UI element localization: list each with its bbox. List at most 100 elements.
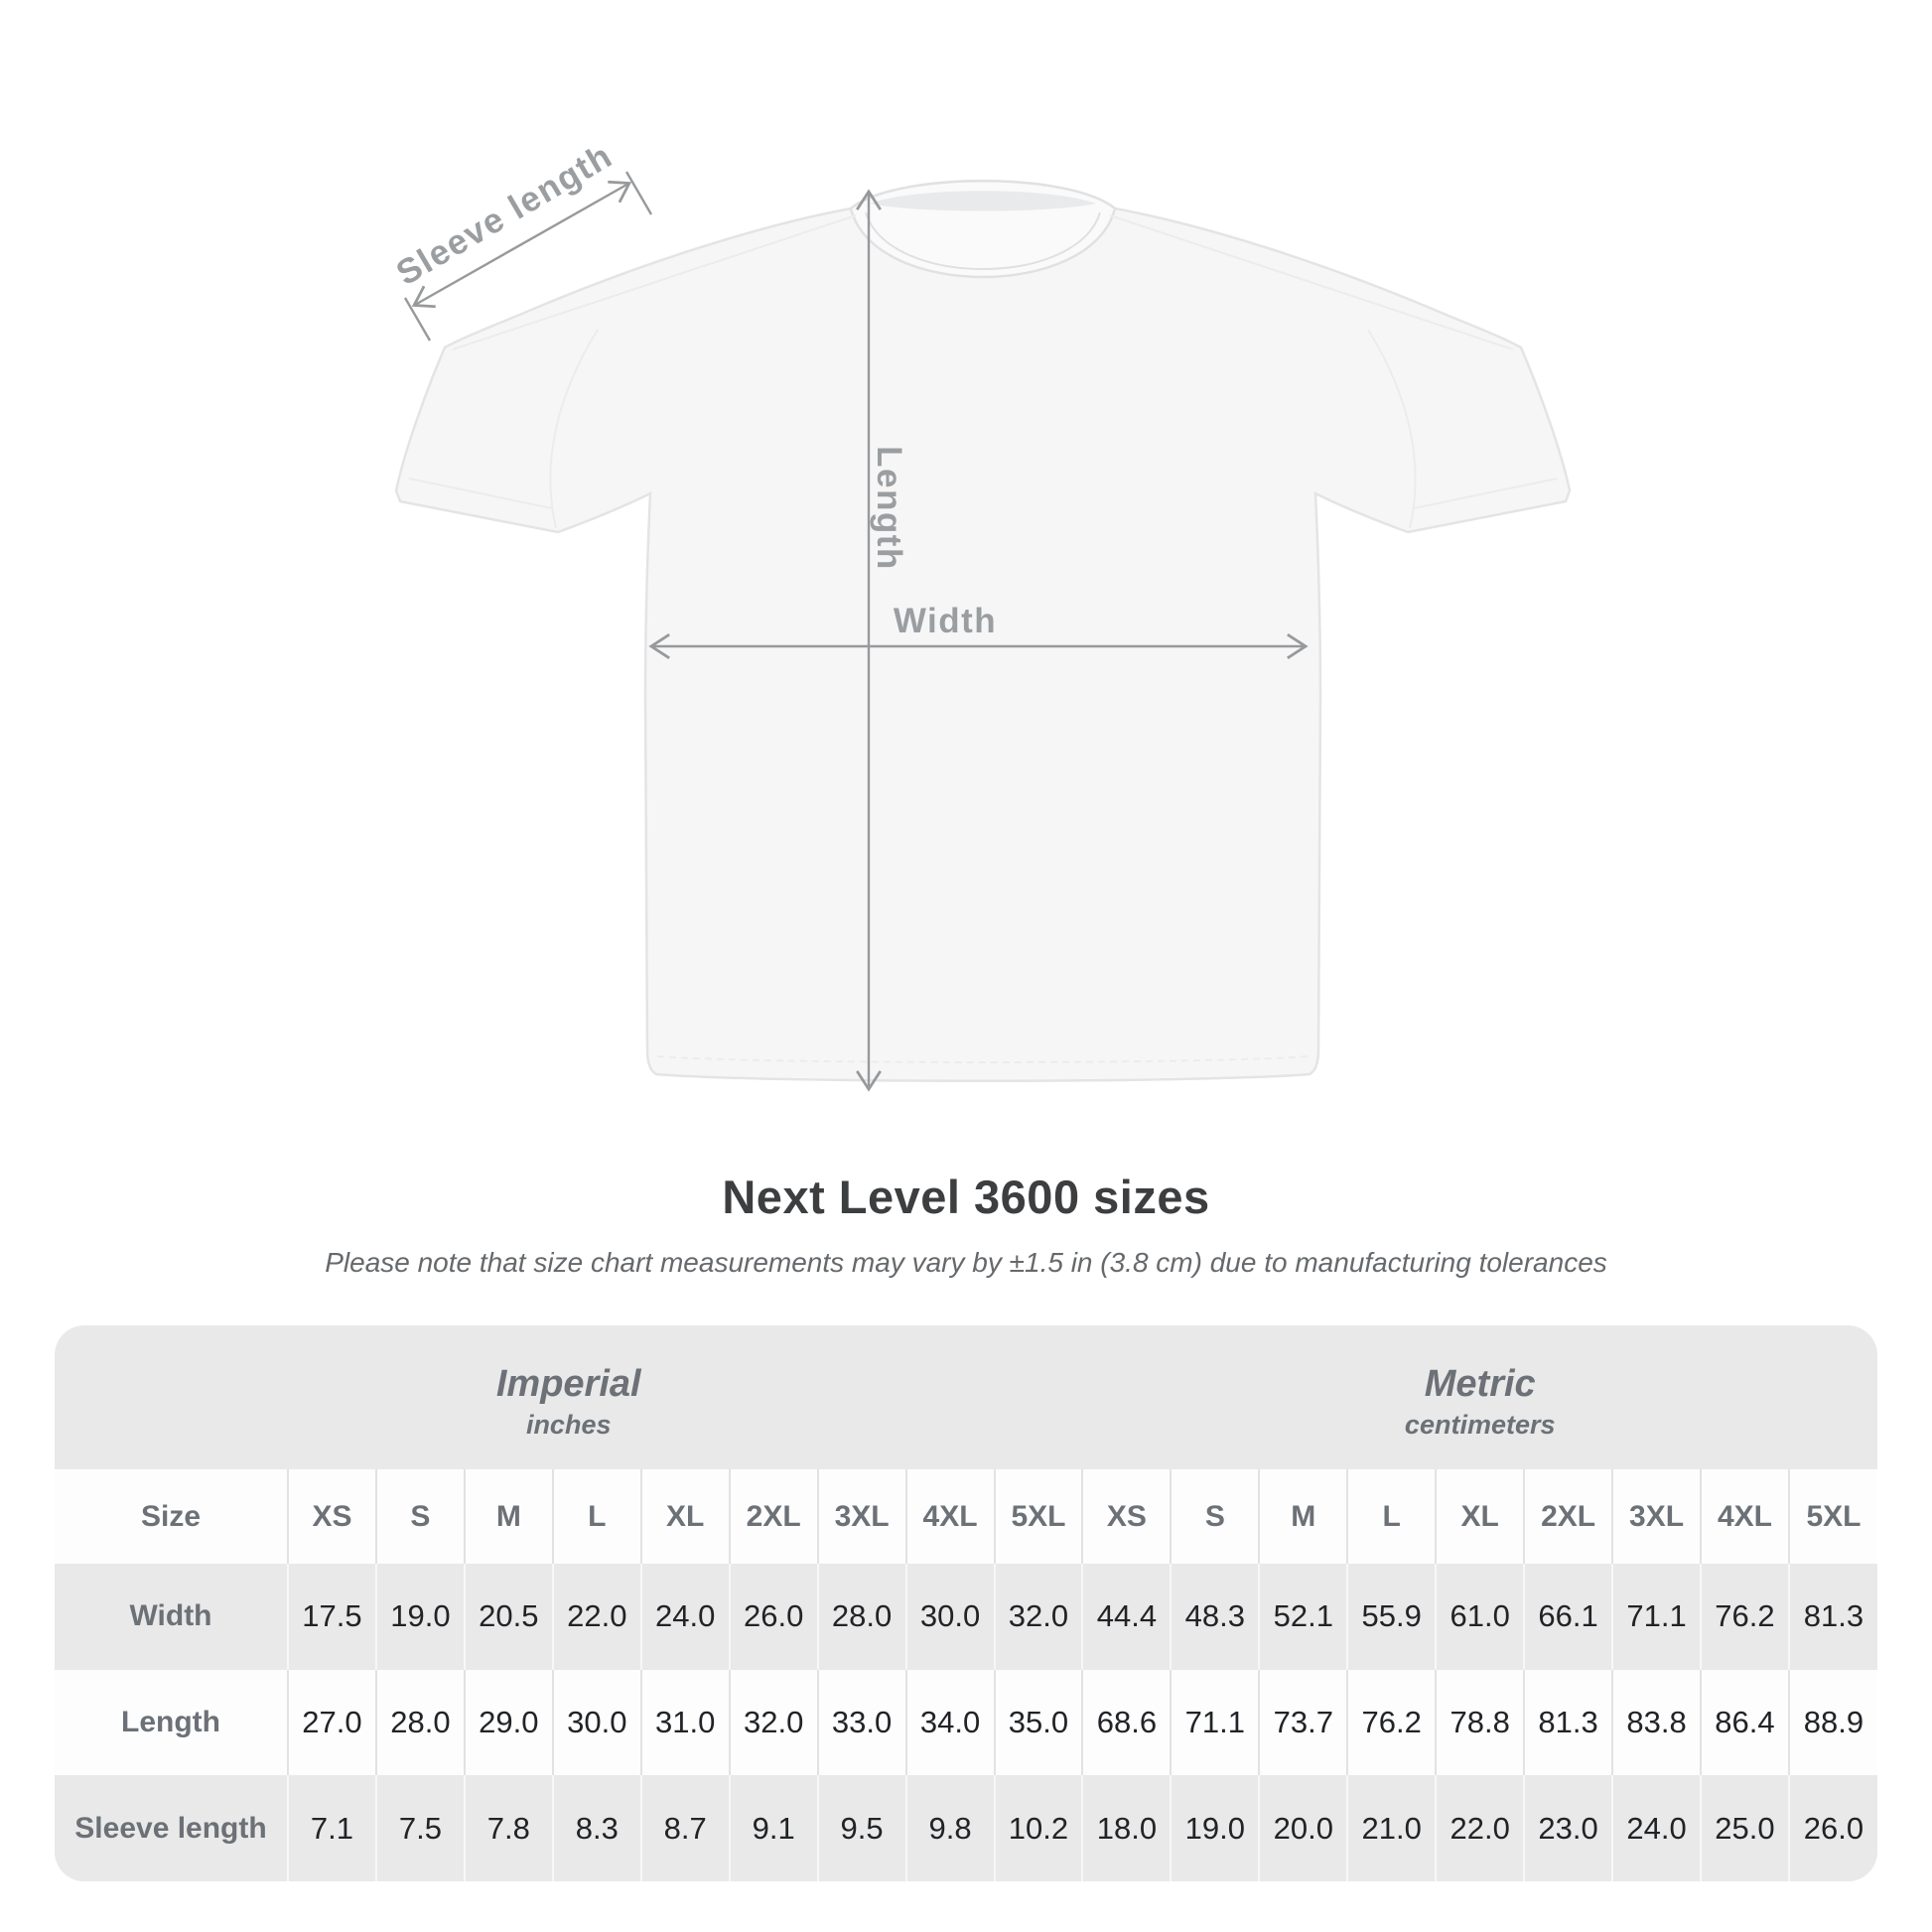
size-header-metric-2xl: 2XL [1523, 1469, 1613, 1564]
size-header-imperial-4xl: 4XL [904, 1469, 995, 1564]
unit-header-row: Imperial inches Metric centimeters [55, 1325, 1877, 1469]
page-title: Next Level 3600 sizes [722, 1171, 1210, 1223]
value-imperial-xs: 17.5 [287, 1564, 376, 1670]
value-metric-l: 21.0 [1346, 1775, 1437, 1881]
size-header-imperial-xs: XS [287, 1469, 376, 1564]
value-metric-m: 52.1 [1258, 1564, 1348, 1670]
size-table: Imperial inches Metric centimeters Size X… [55, 1325, 1877, 1881]
value-metric-xs: 68.6 [1081, 1669, 1172, 1776]
value-imperial-4xl: 30.0 [904, 1564, 995, 1670]
value-metric-5xl: 88.9 [1787, 1669, 1877, 1776]
size-header-metric-xs: XS [1081, 1469, 1172, 1564]
sleeve-length-arrow [411, 180, 632, 309]
value-imperial-3xl: 9.5 [816, 1775, 906, 1881]
value-metric-m: 20.0 [1258, 1775, 1348, 1881]
value-imperial-xs: 7.1 [287, 1775, 376, 1881]
value-imperial-xs: 27.0 [287, 1669, 376, 1776]
value-imperial-l: 30.0 [551, 1669, 641, 1776]
value-metric-s: 48.3 [1170, 1564, 1260, 1670]
value-imperial-3xl: 28.0 [816, 1564, 906, 1670]
size-header-metric-l: L [1346, 1469, 1437, 1564]
size-header-row: Size XS S M L XL 2XL 3XL 4XL 5XL XS S M L XL 2XL 3XL 4XL 5… [55, 1469, 1877, 1564]
value-imperial-s: 7.5 [374, 1775, 465, 1881]
value-imperial-m: 20.5 [463, 1564, 553, 1670]
value-metric-4xl: 76.2 [1700, 1564, 1789, 1670]
value-metric-l: 76.2 [1346, 1669, 1437, 1776]
value-metric-5xl: 81.3 [1787, 1564, 1877, 1670]
value-metric-2xl: 81.3 [1523, 1669, 1613, 1776]
size-header-imperial-m: M [463, 1469, 553, 1564]
size-table-card: Imperial inches Metric centimeters Size X… [55, 1325, 1877, 1881]
size-header-metric-5xl: 5XL [1787, 1469, 1877, 1564]
value-imperial-l: 22.0 [551, 1564, 641, 1670]
value-metric-3xl: 83.8 [1611, 1669, 1701, 1776]
imperial-header: Imperial inches [55, 1325, 1082, 1469]
size-header-metric-s: S [1170, 1469, 1260, 1564]
value-metric-3xl: 71.1 [1611, 1564, 1701, 1670]
value-imperial-5xl: 10.2 [993, 1775, 1083, 1881]
length-label: Length [870, 446, 908, 571]
value-imperial-2xl: 32.0 [728, 1669, 818, 1776]
tshirt-illustration [394, 180, 1572, 1082]
value-metric-5xl: 26.0 [1787, 1775, 1877, 1881]
size-header-imperial-3xl: 3XL [816, 1469, 906, 1564]
size-header-imperial-xl: XL [639, 1469, 730, 1564]
value-metric-4xl: 86.4 [1700, 1669, 1789, 1776]
value-metric-s: 19.0 [1170, 1775, 1260, 1881]
metric-label: Metric [1424, 1362, 1536, 1405]
value-metric-xl: 22.0 [1435, 1775, 1525, 1881]
value-metric-xl: 78.8 [1435, 1669, 1525, 1776]
metric-header: Metric centimeters [1082, 1325, 1877, 1469]
value-imperial-l: 8.3 [551, 1775, 641, 1881]
size-header-imperial-l: L [551, 1469, 641, 1564]
size-header-imperial-s: S [374, 1469, 465, 1564]
value-imperial-xl: 8.7 [639, 1775, 730, 1881]
size-header-imperial-2xl: 2XL [728, 1469, 818, 1564]
row-label: Width [129, 1599, 212, 1633]
size-column-header: Size [140, 1499, 202, 1533]
value-metric-3xl: 24.0 [1611, 1775, 1701, 1881]
table-row-length: Length 27.0 28.0 29.0 30.0 31.0 32.0 33.0 34.0 35… [55, 1669, 1877, 1776]
size-header-metric-3xl: 3XL [1611, 1469, 1701, 1564]
value-imperial-s: 19.0 [374, 1564, 465, 1670]
value-imperial-2xl: 26.0 [728, 1564, 818, 1670]
metric-sublabel: centimeters [1404, 1409, 1556, 1440]
table-row-sleeve-length: Sleeve length 7.1 7.5 7.8 8.3 8.7 9.1 9.5 9.8 10.… [55, 1775, 1877, 1881]
sleeve-arrow-tick-top [624, 171, 653, 215]
row-label: Length [121, 1705, 220, 1738]
value-metric-xs: 44.4 [1081, 1564, 1172, 1670]
table-row-width: Width 17.5 19.0 20.5 22.0 24.0 26.0 28.0 30.0 32.… [55, 1564, 1877, 1670]
value-metric-4xl: 25.0 [1700, 1775, 1789, 1881]
imperial-sublabel: inches [525, 1409, 612, 1440]
row-label: Sleeve length [74, 1811, 267, 1845]
value-imperial-s: 28.0 [374, 1669, 465, 1776]
size-header-metric-xl: XL [1435, 1469, 1525, 1564]
value-imperial-xl: 24.0 [639, 1564, 730, 1670]
value-metric-2xl: 66.1 [1523, 1564, 1613, 1670]
value-imperial-xl: 31.0 [639, 1669, 730, 1776]
value-metric-m: 73.7 [1258, 1669, 1348, 1776]
value-imperial-5xl: 35.0 [993, 1669, 1083, 1776]
value-metric-xl: 61.0 [1435, 1564, 1525, 1670]
value-metric-2xl: 23.0 [1523, 1775, 1613, 1881]
value-metric-xs: 18.0 [1081, 1775, 1172, 1881]
size-header-metric-4xl: 4XL [1700, 1469, 1789, 1564]
size-table-body: Width 17.5 19.0 20.5 22.0 24.0 26.0 28.0 30.0 32.… [55, 1564, 1877, 1881]
value-imperial-3xl: 33.0 [816, 1669, 906, 1776]
sleeve-arrow-tick-bottom [403, 297, 432, 342]
value-metric-l: 55.9 [1346, 1564, 1437, 1670]
value-imperial-m: 29.0 [463, 1669, 553, 1776]
width-label: Width [894, 602, 997, 640]
measurement-arrows [403, 171, 1309, 1092]
imperial-label: Imperial [495, 1362, 641, 1405]
sleeve-length-label: Sleeve length [390, 136, 620, 293]
value-metric-s: 71.1 [1170, 1669, 1260, 1776]
size-header-imperial-5xl: 5XL [993, 1469, 1083, 1564]
value-imperial-4xl: 9.8 [904, 1775, 995, 1881]
tshirt-measurement-diagram: Sleeve length Length Width [390, 136, 1572, 1092]
value-imperial-4xl: 34.0 [904, 1669, 995, 1776]
value-imperial-5xl: 32.0 [993, 1564, 1083, 1670]
value-imperial-2xl: 9.1 [728, 1775, 818, 1881]
value-imperial-m: 7.8 [463, 1775, 553, 1881]
size-header-metric-m: M [1258, 1469, 1348, 1564]
